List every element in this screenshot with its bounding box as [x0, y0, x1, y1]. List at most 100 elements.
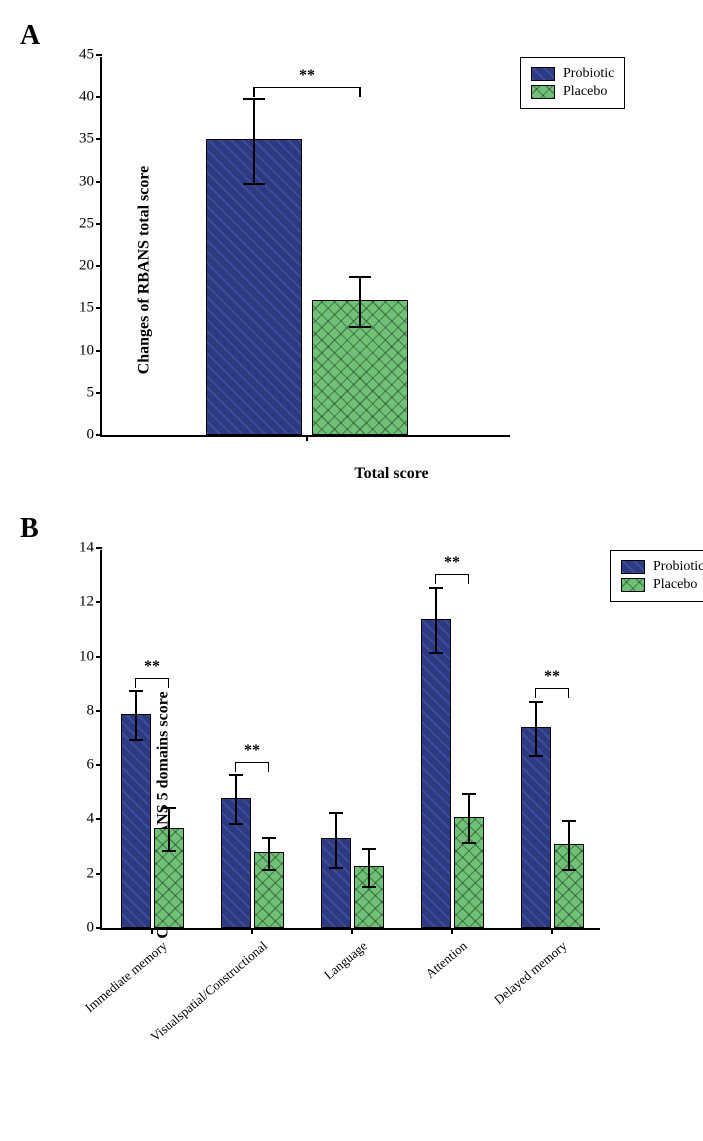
error-line: [359, 302, 361, 327]
x-tick-mark: [551, 928, 553, 934]
error-line: [359, 277, 361, 302]
error-cap: [262, 869, 276, 871]
y-tick-label: 15: [79, 300, 102, 317]
error-cap: [529, 701, 543, 703]
error-line: [568, 821, 570, 845]
y-tick-label: 10: [79, 342, 102, 359]
significance-bracket-leg: [568, 688, 570, 698]
error-cap: [362, 886, 376, 888]
bar-probiotic: [121, 714, 151, 928]
significance-bracket-leg: [359, 87, 361, 97]
y-tick-label: 12: [79, 594, 102, 611]
error-line: [135, 691, 137, 715]
error-cap: [362, 848, 376, 850]
y-tick-label: 25: [79, 215, 102, 232]
chart-a: ProbioticPlacebo Changes of RBANS total …: [100, 57, 683, 483]
y-tick-label: 5: [87, 384, 103, 401]
legend-label: Placebo: [653, 577, 697, 593]
legend-label: Placebo: [563, 84, 607, 100]
error-cap: [162, 850, 176, 852]
legend-label: Probiotic: [653, 559, 703, 575]
legend-swatch-placebo: [531, 85, 555, 99]
chart-b: ProbioticPlacebo Changes of RBANS 5 doma…: [100, 550, 683, 1080]
error-line: [235, 775, 237, 799]
y-tick-label: 10: [79, 648, 102, 665]
x-tick-label: Immediate memory: [82, 938, 171, 1016]
significance-bracket-leg: [253, 87, 255, 97]
panel-b-label: B: [20, 513, 683, 545]
legend-item: Probiotic: [531, 66, 614, 82]
error-line: [253, 141, 255, 183]
error-line: [268, 854, 270, 870]
y-tick-label: 40: [79, 89, 102, 106]
significance-bracket-leg: [135, 678, 137, 688]
x-tick-mark: [351, 928, 353, 934]
error-cap: [349, 326, 371, 328]
error-line: [535, 729, 537, 756]
error-cap: [529, 755, 543, 757]
bar-probiotic: [521, 727, 551, 928]
significance-bracket-leg: [168, 678, 170, 688]
y-tick-label: 4: [87, 811, 103, 828]
xlabel-a: Total score: [100, 465, 683, 483]
error-line: [253, 99, 255, 141]
y-tick-label: 0: [87, 920, 103, 937]
error-cap: [243, 98, 265, 100]
error-cap: [229, 774, 243, 776]
error-line: [135, 716, 137, 740]
error-line: [235, 800, 237, 824]
y-tick-label: 2: [87, 865, 103, 882]
error-cap: [262, 837, 276, 839]
significance-bracket-leg: [435, 574, 437, 584]
x-tick-mark: [251, 928, 253, 934]
significance-bracket: [254, 87, 360, 88]
error-line: [468, 819, 470, 843]
error-line: [435, 621, 437, 654]
error-cap: [429, 587, 443, 589]
legend-item: Placebo: [621, 577, 703, 593]
error-line: [535, 702, 537, 729]
significance-label: **: [544, 668, 560, 686]
significance-label: **: [244, 742, 260, 760]
error-line: [368, 849, 370, 868]
error-cap: [229, 823, 243, 825]
significance-label: **: [444, 554, 460, 572]
plot-area-a: 051015202530354045**: [100, 57, 510, 437]
legend-swatch-probiotic: [621, 560, 645, 574]
y-tick-label: 14: [79, 540, 102, 557]
x-tick-mark: [451, 928, 453, 934]
legend-a: Probiotic Placebo: [520, 57, 625, 109]
significance-bracket-leg: [468, 574, 470, 584]
error-line: [335, 813, 337, 840]
y-tick-label: 20: [79, 258, 102, 275]
error-line: [168, 830, 170, 852]
error-cap: [462, 842, 476, 844]
error-cap: [129, 739, 143, 741]
legend-item: Placebo: [531, 84, 614, 100]
error-cap: [329, 812, 343, 814]
significance-bracket: [236, 762, 269, 763]
error-line: [268, 838, 270, 854]
y-tick-label: 6: [87, 757, 103, 774]
significance-bracket-leg: [535, 688, 537, 698]
legend-item: Probiotic: [621, 559, 703, 575]
legend-label: Probiotic: [563, 66, 614, 82]
error-line: [568, 846, 570, 870]
x-tick-label: Delayed memory: [491, 938, 570, 1008]
significance-bracket: [436, 574, 469, 575]
y-tick-label: 0: [87, 427, 103, 444]
error-cap: [429, 652, 443, 654]
error-cap: [329, 867, 343, 869]
x-tick-mark: [151, 928, 153, 934]
error-cap: [243, 183, 265, 185]
error-line: [435, 588, 437, 621]
legend-swatch-placebo: [621, 578, 645, 592]
error-line: [168, 808, 170, 830]
significance-bracket: [136, 678, 169, 679]
significance-label: **: [299, 67, 315, 85]
error-line: [335, 840, 337, 867]
significance-bracket-leg: [235, 762, 237, 772]
y-tick-label: 45: [79, 47, 102, 64]
panel-a-label: A: [20, 20, 683, 52]
bar-probiotic: [421, 619, 451, 928]
